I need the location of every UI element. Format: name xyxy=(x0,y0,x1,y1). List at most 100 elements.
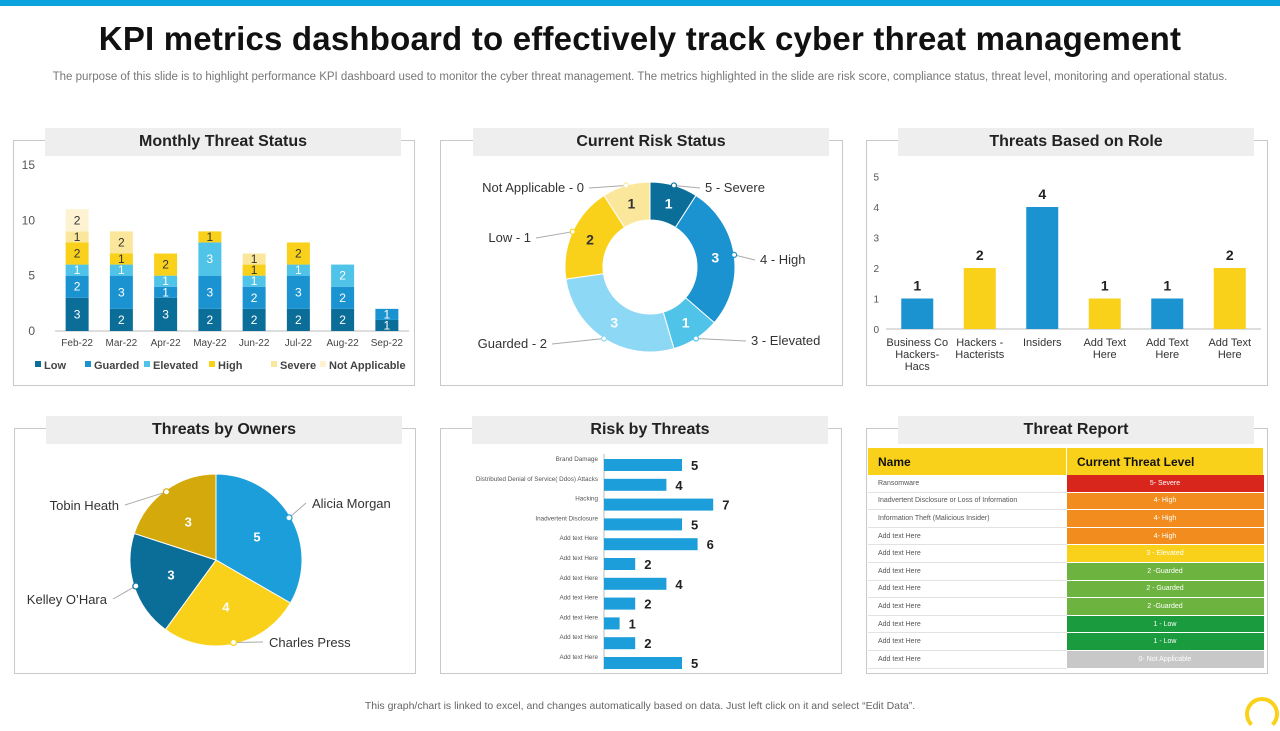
monthly-data-label: 2 xyxy=(207,313,214,327)
rbt-bar[interactable] xyxy=(604,637,635,649)
page-title: KPI metrics dashboard to effectively tra… xyxy=(0,20,1280,58)
risk-slice-label: 3 - Elevated xyxy=(751,333,820,348)
rbt-category-label: Add text Here xyxy=(559,555,598,562)
rbt-bar[interactable] xyxy=(604,479,666,491)
risk-leader-line xyxy=(734,255,755,260)
rbt-category-label: Add text Here xyxy=(559,634,598,641)
rbt-bar[interactable] xyxy=(604,538,698,550)
risk-leader-dot xyxy=(693,336,698,341)
owners-slice-label: Tobin Heath xyxy=(50,498,119,513)
role-y-tick: 2 xyxy=(873,264,879,275)
monthly-data-label: 2 xyxy=(74,247,81,261)
threat-report-level-cell: 2 - Guarded xyxy=(1067,580,1264,598)
role-bar-label: 1 xyxy=(913,278,921,294)
owners-slice-value: 5 xyxy=(253,529,260,544)
risk-leader-dot xyxy=(624,183,629,188)
threat-report-name-cell: Add text Here xyxy=(868,545,1067,563)
threat-report-level-cell: 2 -Guarded xyxy=(1067,562,1264,580)
rbt-bar[interactable] xyxy=(604,459,682,471)
monthly-data-label: 2 xyxy=(339,291,346,305)
owners-slice-label: Kelley O’Hara xyxy=(27,592,108,607)
threat-report-name-cell: Add text Here xyxy=(868,598,1067,616)
monthly-data-label: 2 xyxy=(118,313,125,327)
rbt-bar[interactable] xyxy=(604,499,713,511)
role-bar[interactable] xyxy=(964,268,996,329)
monthly-legend-label: High xyxy=(218,360,243,372)
role-bar[interactable] xyxy=(1214,268,1246,329)
monthly-y-tick: 5 xyxy=(28,269,35,283)
threat-report-level-cell: 3 - Elevated xyxy=(1067,545,1264,563)
monthly-threat-status-chart[interactable]: 051015321212Feb-2223112Mar-223112Apr-222… xyxy=(13,150,413,382)
threat-report-level-cell: 0- Not Applicable xyxy=(1067,650,1264,668)
rbt-bar[interactable] xyxy=(604,578,666,590)
rbt-bar-label: 5 xyxy=(691,517,698,532)
risk-leader-dot xyxy=(602,336,607,341)
role-bar[interactable] xyxy=(1151,299,1183,330)
monthly-x-tick: May-22 xyxy=(193,338,227,349)
rbt-bar[interactable] xyxy=(604,598,635,610)
monthly-data-label: 2 xyxy=(339,313,346,327)
monthly-legend-swatch xyxy=(320,361,326,367)
threat-report-header-name: Name xyxy=(868,448,1067,475)
rbt-bar[interactable] xyxy=(604,558,635,570)
rbt-bar-label: 1 xyxy=(629,616,636,631)
monthly-legend-swatch xyxy=(144,361,150,367)
monthly-x-tick: Sep-22 xyxy=(371,338,404,349)
monthly-legend-label: Severe xyxy=(280,360,316,372)
risk-slice-label: Guarded - 2 xyxy=(478,336,547,351)
current-risk-status-title: Current Risk Status xyxy=(473,128,829,156)
role-bar[interactable] xyxy=(1089,299,1121,330)
rbt-bar-label: 4 xyxy=(675,577,683,592)
role-y-tick: 5 xyxy=(873,173,879,184)
monthly-data-label: 3 xyxy=(207,285,214,299)
monthly-data-label: 1 xyxy=(74,230,81,244)
role-y-tick: 4 xyxy=(873,203,879,214)
role-bar[interactable] xyxy=(1026,207,1058,329)
risk-slice-value: 3 xyxy=(610,315,618,331)
risk-slice-label: 4 - High xyxy=(760,252,806,267)
owners-leader-dot xyxy=(231,639,237,645)
monthly-legend-swatch xyxy=(85,361,91,367)
rbt-bar-label: 2 xyxy=(644,557,651,572)
risk-leader-line xyxy=(552,339,604,344)
rbt-category-label: Hacking xyxy=(575,496,598,503)
monthly-data-label: 3 xyxy=(162,307,169,321)
role-y-tick: 3 xyxy=(873,234,879,245)
owners-slice-label: Alicia Morgan xyxy=(312,496,391,511)
risk-leader-dot xyxy=(732,252,737,257)
threat-report-header-level: Current Threat Level xyxy=(1067,448,1264,475)
monthly-x-tick: Feb-22 xyxy=(61,338,93,349)
threats-by-owners-title: Threats by Owners xyxy=(46,416,402,444)
threat-report-name-cell: Ransomware xyxy=(868,475,1067,492)
page-subtitle: The purpose of this slide is to highligh… xyxy=(0,71,1280,83)
monthly-data-label: 1 xyxy=(295,263,302,277)
rbt-bar[interactable] xyxy=(604,617,620,629)
role-bar[interactable] xyxy=(901,299,933,330)
monthly-data-label: 2 xyxy=(74,213,81,227)
rbt-category-label: Add text Here xyxy=(559,575,598,582)
rbt-bar-label: 5 xyxy=(691,458,698,473)
risk-donut-slice[interactable] xyxy=(566,274,674,352)
rbt-bar[interactable] xyxy=(604,657,682,669)
rbt-bar[interactable] xyxy=(604,518,682,530)
threat-report-title: Threat Report xyxy=(898,416,1254,444)
monthly-data-label: 1 xyxy=(74,263,81,277)
owners-slice-value: 3 xyxy=(167,568,174,583)
risk-slice-value: 3 xyxy=(711,250,719,266)
monthly-y-tick: 10 xyxy=(22,213,36,227)
monthly-data-label: 2 xyxy=(162,258,169,272)
threat-report-name-cell: Add text Here xyxy=(868,615,1067,633)
owners-leader-dot xyxy=(133,583,139,589)
